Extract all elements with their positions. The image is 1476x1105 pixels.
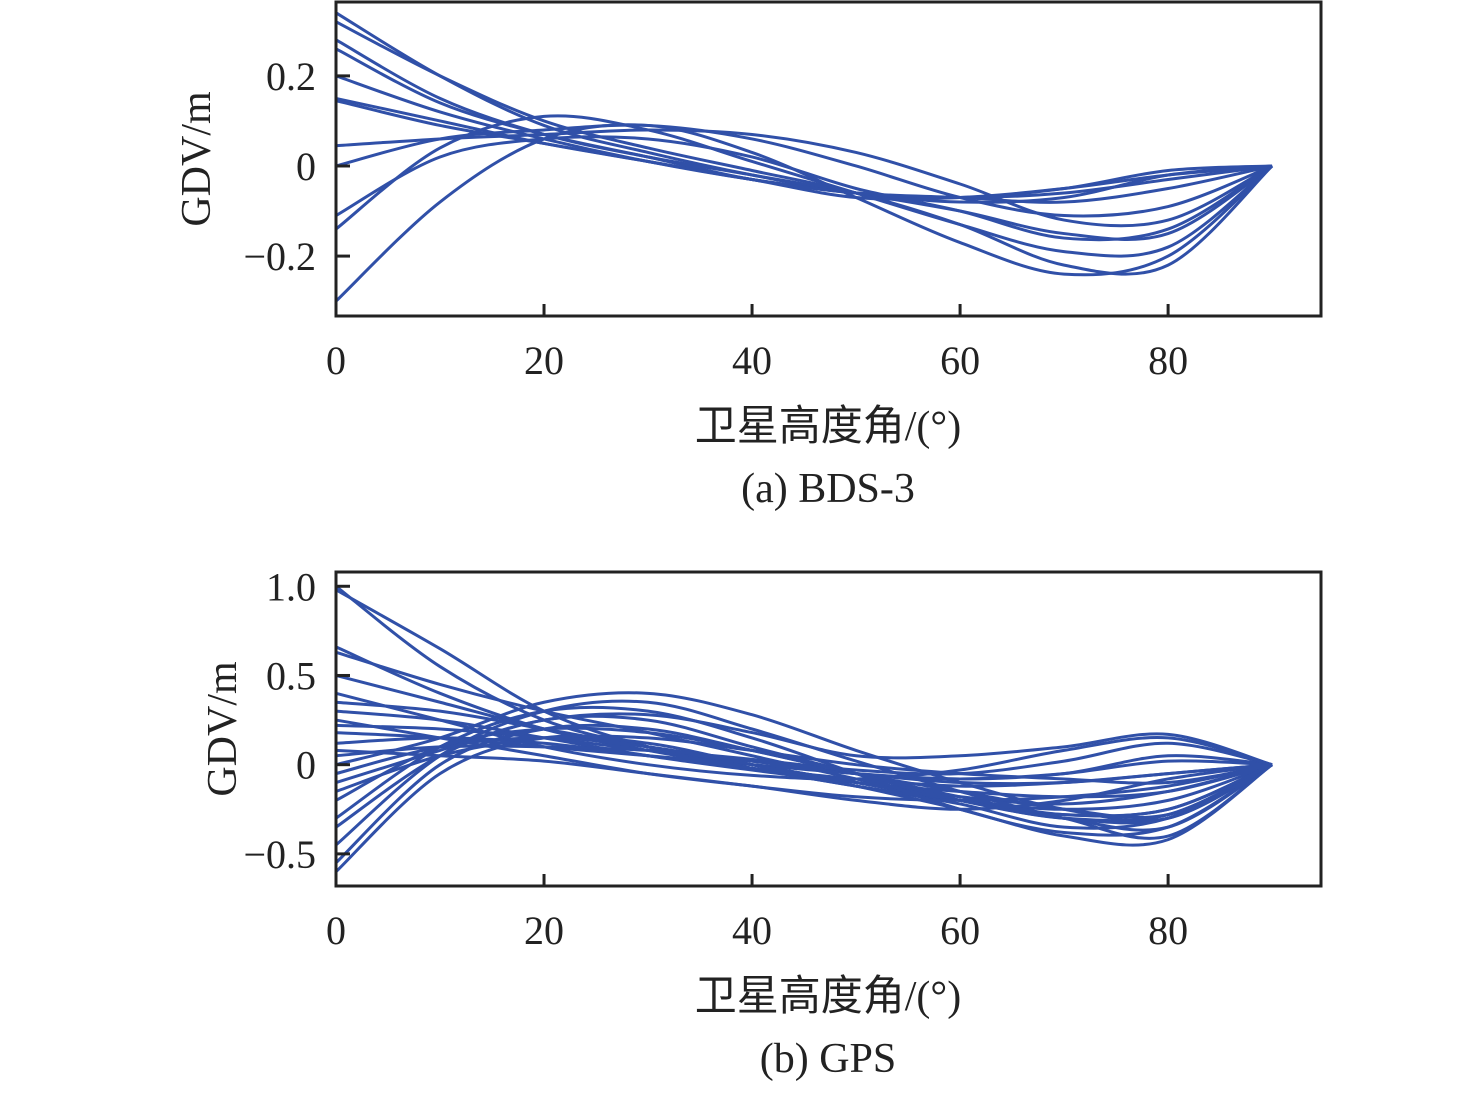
series-line-8 [335, 128, 1273, 228]
series-line-3 [335, 38, 1273, 241]
series-line-12 [335, 691, 1273, 823]
y-tick-label: 0.2 [266, 54, 316, 99]
plot-frame [334, 0, 1323, 318]
series-line-11 [335, 114, 1274, 258]
panel-caption: (b) GPS [760, 1036, 897, 1082]
x-tick-label: 20 [524, 908, 564, 953]
series-line-18 [335, 714, 1273, 829]
x-axis-label: 卫星高度角/(°) [695, 974, 961, 1020]
chart-gps: 0 20 40 60 80−0.500.51.0 GDV/m 卫星高度角/(°) (b)… [200, 564, 1323, 1082]
chart-bds3: 0 20 40 60 80 −0.2 0 0.2 GDV/m 卫星高度角/(°) (a) BD… [174, 0, 1323, 512]
series-line-23 [335, 718, 1273, 802]
tick-marks: 0 20 40 60 80−0.500.51.0 [243, 564, 1188, 953]
y-tick-label: 1.0 [266, 564, 316, 609]
y-tick-label: 0.5 [266, 653, 316, 698]
series-line-9 [335, 123, 1273, 218]
x-tick-label: 60 [940, 908, 980, 953]
tick-marks: 0 20 40 60 80 −0.2 0 0.2 [243, 54, 1188, 383]
series-line-2 [335, 20, 1274, 276]
series-lines [334, 585, 1273, 873]
series-line-15 [335, 734, 1273, 793]
panel-caption: (a) BDS-3 [741, 466, 915, 512]
plot-frame [334, 570, 1323, 888]
x-tick-label: 0 [326, 908, 346, 953]
x-tick-label: 40 [732, 338, 772, 383]
series-lines [334, 11, 1274, 303]
y-tick-label: −0.2 [243, 234, 316, 279]
x-tick-label: 40 [732, 908, 772, 953]
x-axis-label: 卫星高度角/(°) [695, 404, 961, 450]
x-tick-label: 20 [524, 338, 564, 383]
x-tick-label: 80 [1148, 908, 1188, 953]
series-line-1 [335, 11, 1273, 200]
series-line-24 [335, 691, 1273, 781]
series-line-10 [335, 135, 1273, 242]
series-line-7 [335, 99, 1273, 204]
y-axis-label: GDV/m [200, 661, 246, 797]
y-tick-label: 0 [296, 144, 316, 189]
x-tick-label: 80 [1148, 338, 1188, 383]
y-axis-label: GDV/m [174, 91, 220, 227]
x-tick-label: 60 [940, 338, 980, 383]
y-tick-label: −0.5 [243, 832, 316, 877]
series-line-12 [334, 123, 1274, 303]
series-line-21 [334, 734, 1273, 873]
x-tick-label: 0 [326, 338, 346, 383]
y-tick-label: 0 [296, 743, 316, 788]
series-line-20 [334, 723, 1273, 864]
